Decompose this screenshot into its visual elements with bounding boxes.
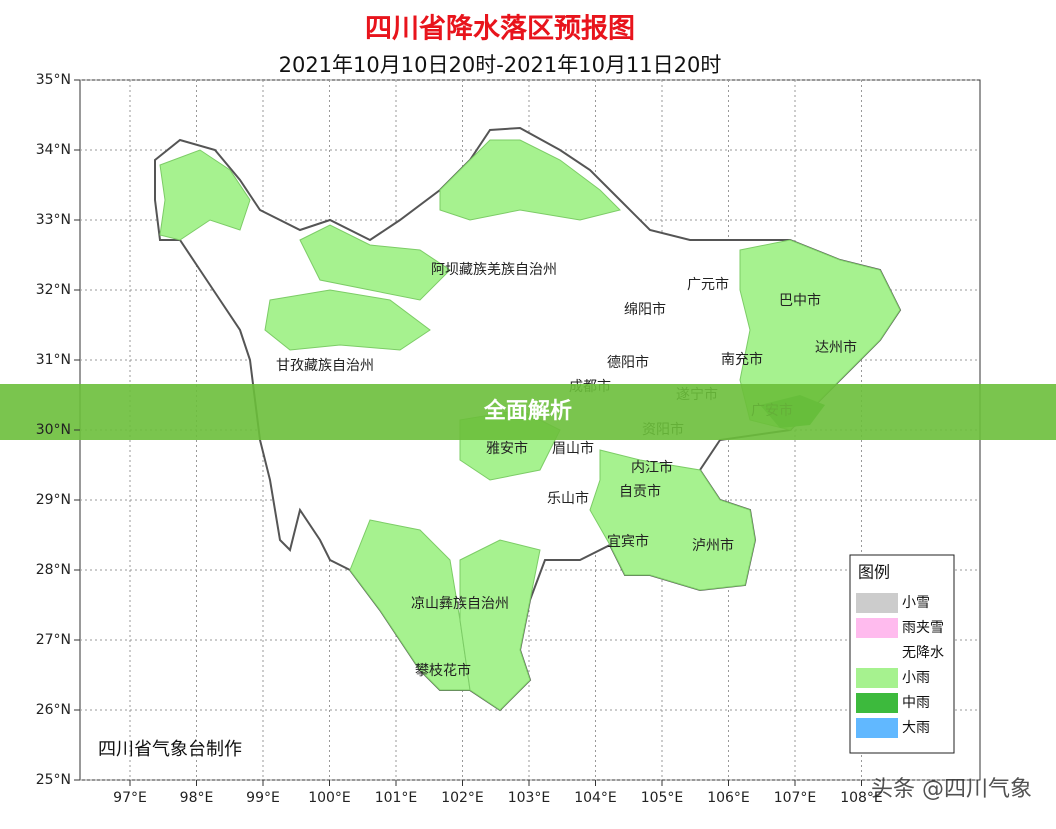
region-label: 攀枝花市: [415, 662, 471, 679]
lat-label: 32°N: [36, 282, 71, 298]
legend-title: 图例: [858, 563, 890, 582]
lon-label: 97°E: [113, 790, 147, 806]
lon-label: 99°E: [246, 790, 280, 806]
lat-label: 30°N: [36, 422, 71, 438]
region-label: 自贡市: [619, 483, 661, 500]
lat-label: 34°N: [36, 142, 71, 158]
credit: 四川省气象台制作: [98, 739, 242, 760]
legend-swatch: [856, 643, 898, 663]
legend-swatch: [856, 618, 898, 638]
title: 四川省降水落区预报图: [365, 14, 635, 45]
region-label: 甘孜藏族自治州: [276, 358, 374, 374]
legend-swatch: [856, 668, 898, 688]
region-label: 内江市: [631, 459, 673, 476]
lat-label: 25°N: [36, 772, 71, 788]
lon-label: 98°E: [180, 790, 214, 806]
region-label: 达州市: [815, 339, 857, 356]
lat-label: 31°N: [36, 352, 71, 368]
banner: [0, 384, 1056, 440]
legend-label: 中雨: [902, 695, 930, 711]
legend-swatch: [856, 693, 898, 713]
region-label: 广元市: [687, 276, 729, 293]
subtitle: 2021年10月10日20时-2021年10月11日20时: [279, 53, 722, 77]
legend-label: 无降水: [902, 645, 944, 661]
lat-label: 33°N: [36, 212, 71, 228]
lat-label: 35°N: [36, 72, 71, 88]
lat-label: 28°N: [36, 562, 71, 578]
banner-text: 全面解析: [483, 398, 572, 424]
legend-label: 雨夹雪: [902, 620, 944, 636]
lon-label: 108°E: [840, 790, 883, 806]
lat-label: 27°N: [36, 632, 71, 648]
lat-label: 26°N: [36, 702, 71, 718]
lat-label: 29°N: [36, 492, 71, 508]
legend-swatch: [856, 593, 898, 613]
region-label: 雅安市: [486, 440, 528, 457]
lon-label: 102°E: [441, 790, 484, 806]
legend-label: 小雪: [902, 595, 930, 611]
region-label: 德阳市: [607, 354, 649, 371]
lon-label: 107°E: [774, 790, 817, 806]
lon-label: 105°E: [641, 790, 684, 806]
region-label: 南充市: [721, 351, 763, 368]
watermark: 头条 @四川气象: [871, 777, 1032, 802]
region-label: 巴中市: [779, 292, 821, 309]
region-label: 眉山市: [552, 440, 594, 457]
lon-label: 104°E: [574, 790, 617, 806]
legend-swatch: [856, 718, 898, 738]
lon-label: 100°E: [308, 790, 351, 806]
lon-label: 106°E: [707, 790, 750, 806]
light-rain-areas: [159, 139, 901, 711]
lon-label: 101°E: [375, 790, 418, 806]
lon-label: 103°E: [508, 790, 551, 806]
region-label: 阿坝藏族羌族自治州: [431, 262, 557, 278]
legend-label: 小雨: [902, 670, 930, 686]
region-label: 凉山彝族自治州: [411, 596, 509, 612]
region-label: 乐山市: [547, 490, 589, 507]
region-label: 绵阳市: [624, 301, 666, 318]
legend-label: 大雨: [902, 720, 930, 736]
region-label: 宜宾市: [607, 533, 649, 550]
region-label: 泸州市: [692, 537, 734, 554]
